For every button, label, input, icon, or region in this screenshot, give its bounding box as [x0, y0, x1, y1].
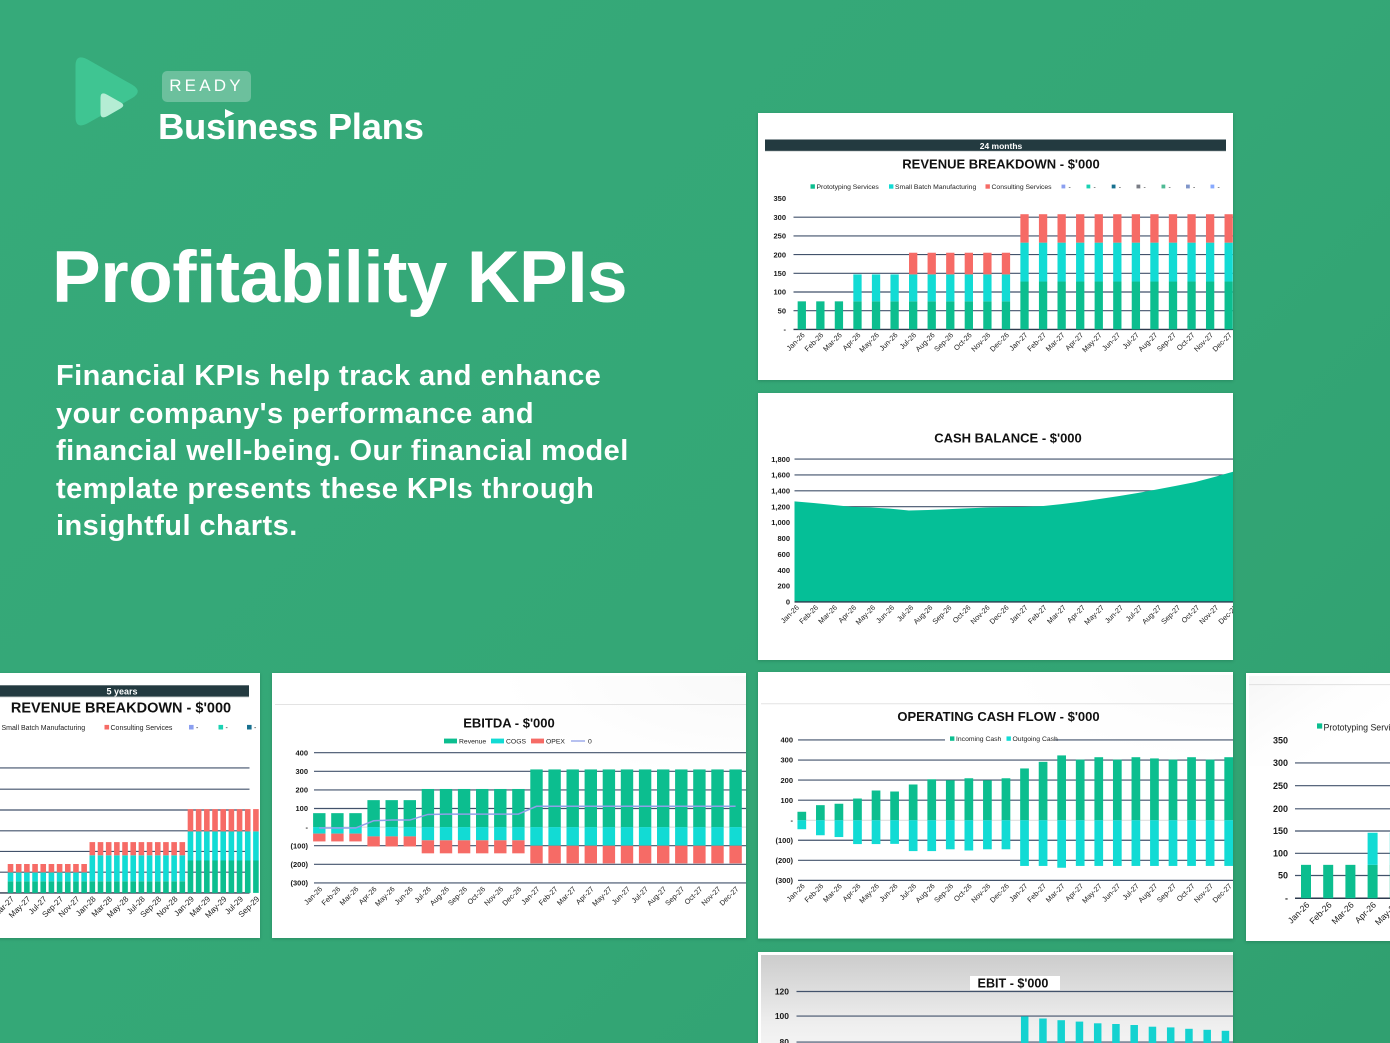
svg-text:1,600: 1,600 — [771, 470, 790, 479]
svg-text:Revenue: Revenue — [459, 738, 486, 745]
svg-text:50: 50 — [1278, 871, 1288, 881]
svg-text:-: - — [1218, 184, 1220, 191]
svg-text:EBITDA - $'000: EBITDA - $'000 — [463, 715, 554, 730]
svg-text:(100): (100) — [775, 836, 793, 845]
svg-text:Prototyping Services: Prototyping Services — [817, 184, 880, 191]
svg-text:-: - — [791, 816, 794, 825]
svg-text:24 months: 24 months — [980, 140, 1023, 150]
svg-text:1,400: 1,400 — [771, 486, 790, 495]
svg-text:Consulting Services: Consulting Services — [111, 724, 173, 731]
svg-text:0: 0 — [786, 597, 790, 606]
svg-text:Incoming Cash: Incoming Cash — [956, 736, 1002, 743]
svg-text:(100): (100) — [290, 841, 308, 850]
svg-text:50: 50 — [778, 306, 786, 315]
svg-text:Consulting Services: Consulting Services — [992, 184, 1053, 191]
svg-text:-: - — [196, 724, 199, 731]
svg-text:(200): (200) — [290, 860, 308, 869]
svg-text:120: 120 — [775, 986, 789, 996]
svg-text:(300): (300) — [290, 878, 308, 887]
svg-text:400: 400 — [295, 748, 308, 757]
svg-text:-: - — [254, 724, 257, 731]
svg-text:-: - — [1069, 184, 1071, 191]
svg-text:-: - — [226, 724, 229, 731]
svg-text:-: - — [1169, 184, 1171, 191]
svg-text:400: 400 — [780, 736, 793, 745]
svg-text:200: 200 — [1273, 804, 1288, 814]
svg-text:600: 600 — [777, 550, 790, 559]
svg-text:150: 150 — [1273, 826, 1288, 836]
svg-text:CASH BALANCE - $'000: CASH BALANCE - $'000 — [934, 430, 1082, 445]
svg-text:100: 100 — [773, 287, 786, 296]
svg-text:(200): (200) — [775, 856, 793, 865]
svg-text:250: 250 — [773, 231, 786, 240]
svg-text:200: 200 — [773, 250, 786, 259]
svg-text:-: - — [1193, 184, 1195, 191]
svg-text:-: - — [306, 822, 309, 831]
svg-text:1,800: 1,800 — [771, 454, 790, 463]
svg-text:200: 200 — [295, 785, 308, 794]
svg-text:OPEX: OPEX — [546, 738, 565, 745]
svg-text:350: 350 — [773, 194, 786, 203]
svg-text:5 years: 5 years — [106, 686, 137, 696]
svg-text:80: 80 — [780, 1037, 790, 1043]
svg-text:200: 200 — [777, 581, 790, 590]
svg-text:100: 100 — [780, 796, 793, 805]
svg-text:150: 150 — [773, 269, 786, 278]
svg-text:Outgoing Cash: Outgoing Cash — [1013, 736, 1059, 743]
svg-text:-: - — [1094, 184, 1096, 191]
svg-text:EBIT - $'000: EBIT - $'000 — [978, 976, 1049, 990]
svg-text:100: 100 — [1273, 848, 1288, 858]
svg-text:REVENUE BREAKDOWN - $'000: REVENUE BREAKDOWN - $'000 — [902, 156, 1099, 171]
svg-text:200: 200 — [780, 776, 793, 785]
svg-text:-: - — [1285, 893, 1288, 903]
svg-text:400: 400 — [777, 565, 790, 574]
svg-text:300: 300 — [773, 212, 786, 221]
svg-text:(300): (300) — [775, 876, 793, 885]
svg-text:300: 300 — [1273, 758, 1288, 768]
svg-text:COGS: COGS — [506, 738, 526, 745]
svg-text:300: 300 — [780, 756, 793, 765]
svg-text:1,200: 1,200 — [771, 502, 790, 511]
svg-text:800: 800 — [777, 534, 790, 543]
svg-text:-: - — [1144, 184, 1146, 191]
svg-text:350: 350 — [1273, 736, 1288, 746]
svg-text:Small Batch Manufacturing: Small Batch Manufacturing — [2, 724, 86, 731]
svg-text:0: 0 — [588, 738, 592, 745]
svg-text:-: - — [1119, 184, 1121, 191]
svg-text:250: 250 — [1273, 781, 1288, 791]
svg-text:100: 100 — [775, 1011, 789, 1021]
svg-text:REVENUE BREAKDOWN - $'000: REVENUE BREAKDOWN - $'000 — [11, 700, 231, 716]
svg-text:1,000: 1,000 — [771, 518, 790, 527]
svg-text:-: - — [784, 325, 787, 334]
svg-text:Small Batch Manufacturing: Small Batch Manufacturing — [895, 184, 976, 191]
svg-text:300: 300 — [295, 767, 308, 776]
svg-text:OPERATING CASH FLOW - $'000: OPERATING CASH FLOW - $'000 — [897, 709, 1099, 724]
svg-text:Prototyping Services: Prototyping Services — [1324, 723, 1390, 733]
svg-text:100: 100 — [295, 804, 308, 813]
